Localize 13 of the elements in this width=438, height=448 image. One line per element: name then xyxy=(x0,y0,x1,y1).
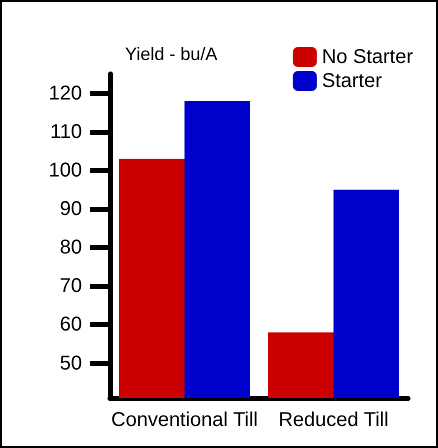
y-tick-label: 100 xyxy=(48,159,82,182)
y-tick-label: 60 xyxy=(60,314,82,336)
y-tick-label: 80 xyxy=(60,236,82,259)
x-tick-label: Reduced Till xyxy=(278,409,389,431)
legend-label: No Starter xyxy=(322,46,414,68)
y-tick-label: 120 xyxy=(48,82,82,104)
chart-title: Yield - bu/A xyxy=(125,44,218,64)
y-tick-label: 70 xyxy=(60,275,82,298)
y-tick-label: 110 xyxy=(50,120,82,143)
y-tick-label: 50 xyxy=(60,352,82,374)
legend-label: Starter xyxy=(322,70,382,92)
y-tick-label: 90 xyxy=(60,198,82,220)
x-tick-label: Conventional Till xyxy=(111,409,258,431)
